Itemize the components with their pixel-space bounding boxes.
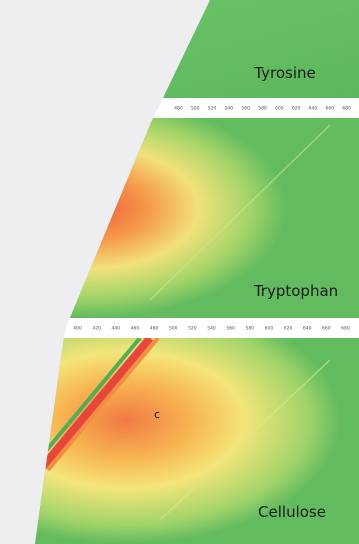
- tick-label: 580: [258, 106, 267, 112]
- figure: 480 500 520 540 560 580 600 620 640 660 680 400 420 4…: [0, 0, 359, 544]
- tick-label: 520: [188, 326, 197, 332]
- tick-label: 420: [92, 326, 101, 332]
- page: 480 500 520 540 560 580 600 620 640 660 680 400 420 4…: [0, 0, 359, 544]
- tick-label: 560: [241, 106, 250, 112]
- tick-label: 600: [265, 326, 274, 332]
- tick-label: 540: [225, 106, 234, 112]
- tick-label: 680: [342, 106, 351, 112]
- marker-label: c: [154, 408, 160, 421]
- panel-label: Cellulose: [258, 503, 326, 521]
- tick-label: 620: [292, 106, 301, 112]
- tick-label: 540: [207, 326, 216, 332]
- tick-label: 560: [226, 326, 235, 332]
- panel-label: Tyrosine: [253, 64, 315, 82]
- tick-label: 460: [131, 326, 140, 332]
- tick-label: 660: [322, 326, 331, 332]
- tick-label: 500: [169, 326, 178, 332]
- tick-label: 520: [208, 106, 217, 112]
- tick-label: 680: [341, 326, 350, 332]
- tick-label: 660: [325, 106, 334, 112]
- heatmap-tyrosine: [0, 0, 359, 98]
- tick-label: 640: [303, 326, 312, 332]
- tick-label: 480: [174, 106, 183, 112]
- tick-label: 600: [275, 106, 284, 112]
- tick-label: 620: [284, 326, 293, 332]
- panel-label: Tryptophan: [253, 282, 338, 300]
- tick-label: 400: [73, 326, 82, 332]
- tick-label: 440: [112, 326, 121, 332]
- tick-label: 580: [245, 326, 254, 332]
- tick-label: 500: [191, 106, 200, 112]
- tick-label: 640: [309, 106, 318, 112]
- tick-label: 480: [150, 326, 159, 332]
